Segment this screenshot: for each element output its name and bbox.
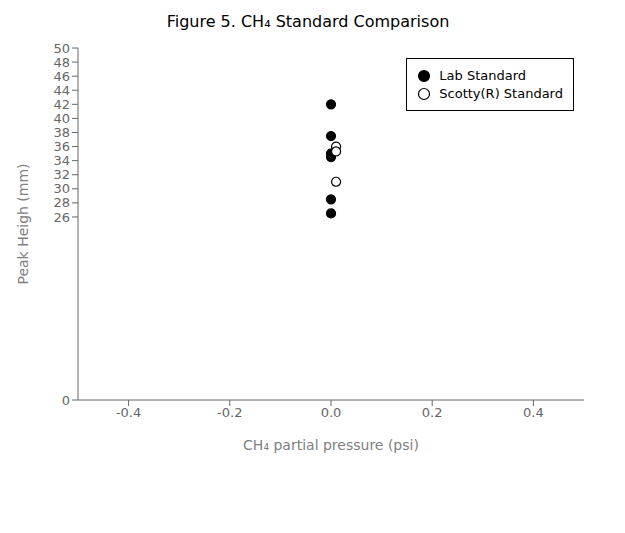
svg-text:38: 38 [53, 125, 70, 140]
svg-text:50: 50 [53, 41, 70, 56]
html-text:Lab Standard: Lab Standard [439, 68, 526, 83]
html-text:Figure 5. CH₄ Standard Compari: Figure 5. CH₄ Standard Comparison [166, 12, 450, 31]
svg-text:32: 32 [53, 167, 70, 182]
svg-text:26: 26 [53, 210, 70, 225]
svg-text:28: 28 [53, 195, 70, 210]
html-text:Scotty(R) Standard: Scotty(R) Standard [439, 86, 563, 101]
svg-text:-0.4: -0.4 [116, 405, 141, 420]
svg-text:0: 0 [62, 393, 70, 408]
svg-text:Peak Heigh (mm): Peak Heigh (mm) [15, 163, 31, 284]
svg-text:CH₄ partial pressure (psi): CH₄ partial pressure (psi) [243, 437, 419, 453]
svg-text:36: 36 [53, 139, 70, 154]
svg-text:46: 46 [53, 69, 70, 84]
svg-text:30: 30 [53, 181, 70, 196]
svg-text:44: 44 [53, 83, 70, 98]
svg-text:40: 40 [53, 111, 70, 126]
svg-text:42: 42 [53, 97, 70, 112]
svg-text:34: 34 [53, 153, 70, 168]
svg-text:-0.2: -0.2 [217, 405, 242, 420]
svg-text:0.2: 0.2 [422, 405, 443, 420]
svg-text:48: 48 [53, 55, 70, 70]
svg-text:0.0: 0.0 [321, 405, 342, 420]
svg-text:0.4: 0.4 [523, 405, 544, 420]
